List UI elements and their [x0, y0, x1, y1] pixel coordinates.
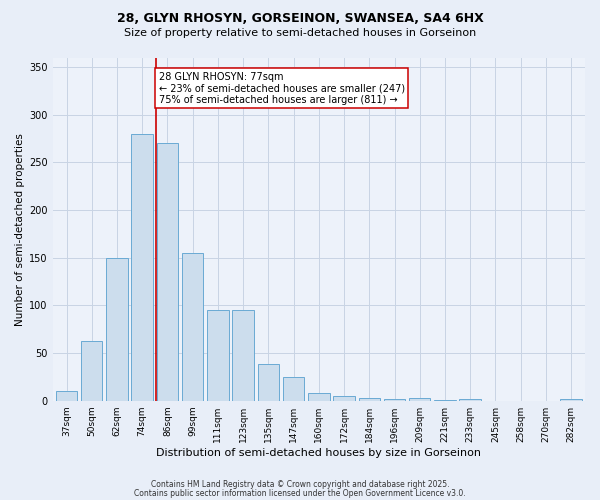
Y-axis label: Number of semi-detached properties: Number of semi-detached properties — [15, 132, 25, 326]
Text: 28, GLYN RHOSYN, GORSEINON, SWANSEA, SA4 6HX: 28, GLYN RHOSYN, GORSEINON, SWANSEA, SA4… — [116, 12, 484, 26]
Bar — [460, 399, 481, 400]
Bar — [384, 399, 405, 400]
Text: Contains public sector information licensed under the Open Government Licence v3: Contains public sector information licen… — [134, 488, 466, 498]
Bar — [131, 134, 153, 400]
Bar — [257, 364, 279, 400]
Bar — [359, 398, 380, 400]
Bar — [157, 144, 178, 400]
Bar — [81, 340, 103, 400]
Bar — [182, 253, 203, 400]
Bar — [207, 310, 229, 400]
Bar — [283, 377, 304, 400]
Bar — [308, 393, 329, 400]
Text: 28 GLYN RHOSYN: 77sqm
← 23% of semi-detached houses are smaller (247)
75% of sem: 28 GLYN RHOSYN: 77sqm ← 23% of semi-deta… — [158, 72, 405, 105]
Bar — [560, 399, 582, 400]
Text: Size of property relative to semi-detached houses in Gorseinon: Size of property relative to semi-detach… — [124, 28, 476, 38]
X-axis label: Distribution of semi-detached houses by size in Gorseinon: Distribution of semi-detached houses by … — [157, 448, 481, 458]
Bar — [232, 310, 254, 400]
Bar — [106, 258, 128, 400]
Bar — [56, 391, 77, 400]
Bar — [334, 396, 355, 400]
Text: Contains HM Land Registry data © Crown copyright and database right 2025.: Contains HM Land Registry data © Crown c… — [151, 480, 449, 489]
Bar — [409, 398, 430, 400]
